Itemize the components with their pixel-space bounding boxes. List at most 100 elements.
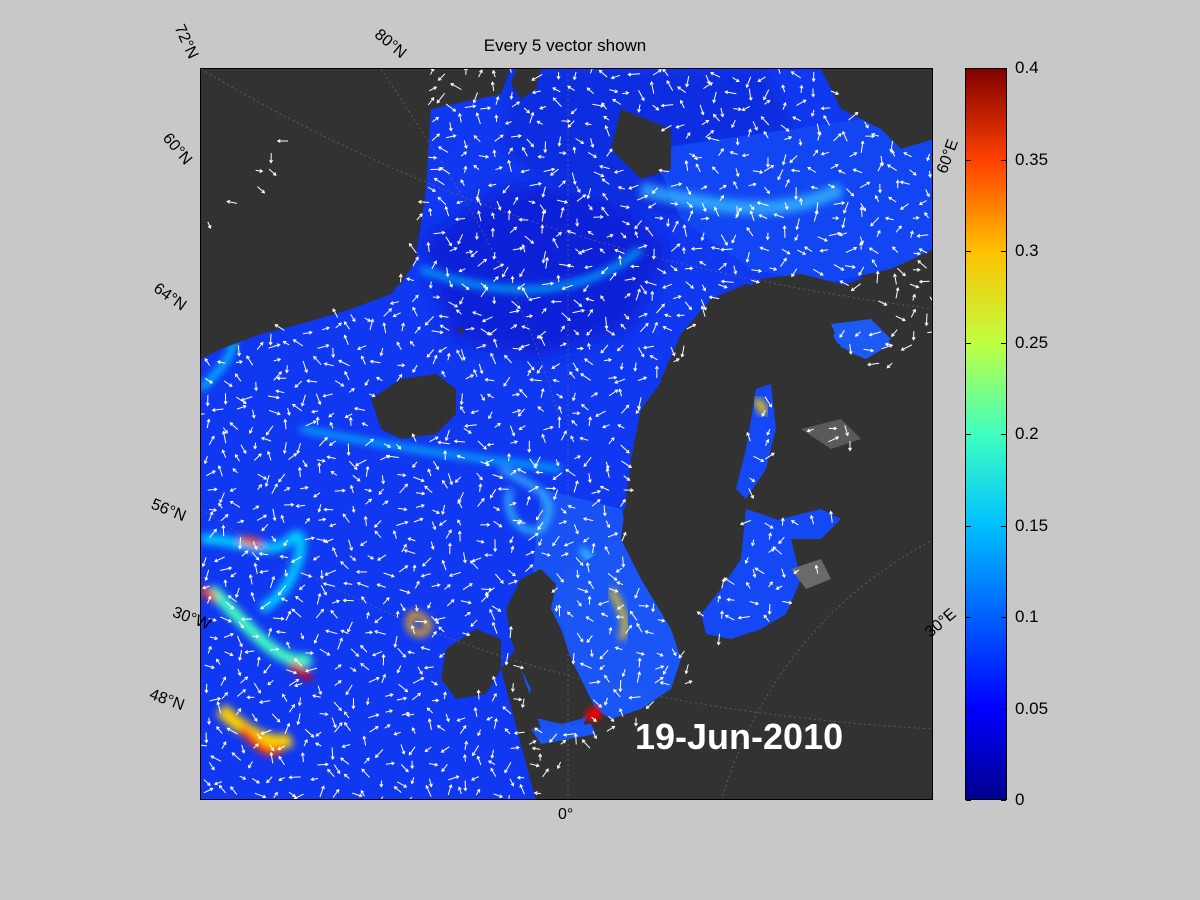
current-vector [449, 122, 452, 131]
current-vector [609, 272, 617, 281]
current-vector-head [588, 416, 593, 421]
current-vector [611, 74, 621, 79]
current-vector-head [485, 154, 490, 159]
current-vector-head [576, 411, 581, 416]
current-vector [446, 267, 449, 277]
current-vector-head [580, 140, 585, 144]
current-vector [599, 70, 608, 78]
current-vector [608, 437, 615, 445]
current-vector-head [643, 312, 648, 317]
current-vector-head [541, 433, 546, 438]
current-vector-head [752, 182, 757, 187]
current-vector-head [396, 341, 401, 346]
current-vector [463, 140, 467, 149]
current-vector-head [859, 206, 864, 211]
current-vector [401, 544, 407, 553]
current-vector [342, 513, 350, 523]
current-vector [286, 669, 297, 674]
current-vector [525, 551, 535, 556]
current-vector [490, 353, 497, 365]
current-vector-head [280, 597, 285, 602]
current-vector [413, 565, 416, 572]
current-vector-head [297, 466, 302, 471]
current-vector-head [770, 452, 775, 457]
current-vector [580, 437, 589, 441]
current-vector [511, 135, 521, 138]
current-vector-head [306, 379, 311, 383]
current-vector-head [371, 393, 376, 398]
current-vector-head [581, 739, 586, 744]
current-vector [300, 486, 308, 490]
current-vector-head [599, 666, 604, 671]
current-vector-head [702, 208, 707, 213]
current-vector [807, 428, 814, 432]
current-vector-head [793, 570, 798, 574]
current-vector-head [596, 680, 601, 684]
current-vector-head [543, 149, 548, 154]
current-vector [412, 727, 416, 734]
current-vector [572, 309, 585, 314]
current-vector-head [510, 688, 515, 693]
current-vector-head [433, 617, 438, 622]
current-vector [588, 581, 595, 590]
current-vector-head [561, 325, 565, 330]
current-vector-head [463, 151, 468, 156]
current-vector [570, 435, 575, 443]
current-vector-head [700, 237, 705, 242]
current-vector-head [269, 751, 274, 756]
current-vector-head [602, 192, 607, 197]
great-britain [506, 569, 596, 724]
current-vector-head [563, 520, 568, 524]
current-vector-head [537, 526, 542, 531]
current-vector-head [386, 454, 391, 459]
current-vector-head [675, 124, 680, 129]
current-vector [718, 263, 727, 271]
current-vector-head [449, 481, 454, 486]
current-vector-head [470, 253, 475, 258]
current-vector [817, 236, 828, 242]
current-vector [589, 681, 600, 684]
current-vector-head [304, 738, 308, 743]
current-vector-head [655, 106, 660, 111]
current-vector-head [427, 604, 431, 609]
current-vector [415, 604, 418, 611]
lat-label-60n: 60°N [158, 130, 195, 169]
current-vector [432, 460, 439, 470]
current-vector-head [206, 782, 211, 786]
current-vector-head [660, 665, 665, 669]
current-vector-head [372, 652, 376, 657]
current-vector-head [258, 484, 262, 488]
current-vector [652, 187, 659, 194]
current-vector-head [237, 672, 242, 677]
current-vector-head [746, 227, 751, 231]
current-vector [383, 323, 387, 334]
current-vector-head [262, 794, 267, 799]
current-vector-head [599, 485, 604, 490]
current-vector [751, 539, 755, 546]
current-vector-head [229, 488, 234, 492]
current-vector [595, 410, 606, 417]
current-vector [757, 202, 769, 207]
current-vector [278, 585, 287, 596]
current-vector-head [278, 755, 283, 760]
current-vector [569, 371, 576, 379]
current-vector [511, 300, 521, 309]
current-vector-head [486, 522, 491, 527]
current-vector [477, 259, 487, 267]
current-vector-head [356, 582, 361, 586]
current-vector-head [454, 217, 459, 222]
current-vector-head [216, 360, 221, 365]
current-vector-head [328, 442, 333, 446]
current-vector-head [877, 189, 882, 194]
current-vector-head [696, 611, 701, 616]
current-vector [917, 260, 927, 269]
current-vector [315, 731, 322, 737]
current-vector-head [854, 111, 859, 116]
current-vector-head [572, 146, 577, 151]
current-vector [528, 296, 541, 301]
current-vector-head [374, 754, 379, 758]
current-vector [444, 584, 451, 590]
current-vector [720, 107, 724, 117]
current-vector [456, 309, 462, 315]
